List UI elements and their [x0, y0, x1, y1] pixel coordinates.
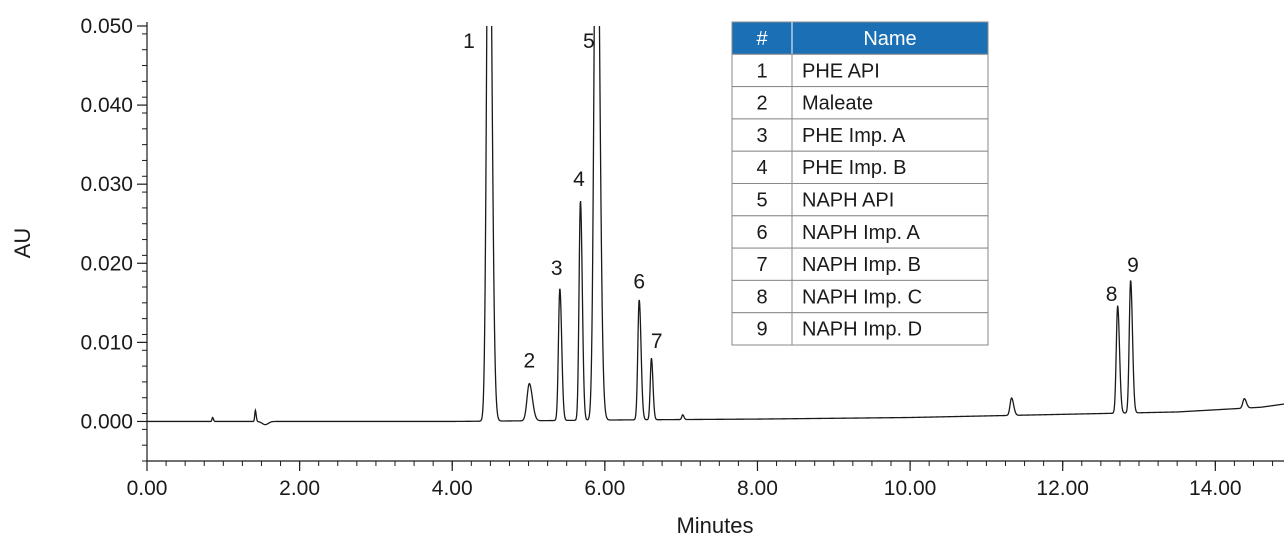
y-tick-label: 0.000: [80, 410, 133, 433]
x-tick-label: 14.00: [1189, 477, 1242, 500]
table-row-num: 9: [756, 319, 767, 341]
table-row-num: 1: [756, 60, 767, 82]
x-tick-label: 10.00: [884, 477, 937, 500]
x-tick-label: 8.00: [737, 477, 778, 500]
table-row-num: 5: [756, 190, 767, 212]
table-row-name: Maleate: [802, 93, 873, 115]
table-cell-name: [791, 312, 989, 346]
y-axis-title: AU: [10, 228, 35, 259]
table-row-num: 7: [756, 254, 767, 276]
table-row-name: NAPH Imp. B: [802, 254, 921, 276]
table-cell-num: [731, 150, 793, 184]
peak-label: 6: [633, 271, 645, 294]
y-tick-label: 0.010: [80, 331, 133, 354]
table-cell-num: [731, 53, 793, 88]
table-header-name: Name: [863, 28, 916, 50]
table-row-name: PHE Imp. A: [802, 125, 906, 147]
peak-label: 7: [651, 330, 663, 353]
peak-label: 3: [551, 257, 563, 280]
axes: 0.000 0.010 0.020 0.030 0.040 0.050 0.00 2.00 4.…: [80, 15, 1284, 500]
peak-label: 8: [1106, 283, 1118, 306]
chromatogram-trace: [147, 26, 1284, 426]
table-cell-num: [731, 215, 793, 249]
y-tick-label: 0.020: [80, 252, 133, 275]
peak-label: 4: [573, 168, 585, 191]
table-row-name: NAPH Imp. C: [802, 286, 922, 308]
trace-layer: [147, 26, 1284, 426]
y-tick-label: 0.050: [80, 15, 133, 38]
peak-label: 2: [523, 350, 535, 373]
table-cell-name: [791, 150, 989, 184]
y-tick-label: 0.030: [80, 173, 133, 196]
table-header-bg: [731, 21, 989, 55]
peak-label: 9: [1127, 254, 1139, 277]
x-tick-label: 6.00: [584, 477, 625, 500]
table-cell-num: [731, 86, 793, 120]
table-header-num: #: [756, 28, 768, 50]
x-tick-label: 4.00: [432, 477, 473, 500]
x-tick-label: 12.00: [1036, 477, 1089, 500]
peak-label: 1: [463, 30, 475, 53]
peak-label: 5: [583, 30, 595, 53]
x-tick-label: 2.00: [279, 477, 320, 500]
table-cell-num: [731, 118, 793, 152]
table-cell-name: [791, 86, 989, 120]
x-tick-label: 0.00: [127, 477, 168, 500]
table-row-name: NAPH API: [802, 190, 894, 212]
table-row-num: 6: [756, 222, 767, 244]
table-row-name: NAPH Imp. A: [802, 222, 920, 244]
table-row-num: 8: [756, 286, 767, 308]
peak-legend-table: # Name 1 PHE API 2 Maleate 3 PHE Imp. A 4 PHE Imp…: [731, 21, 989, 346]
table-cell-num: [731, 183, 793, 217]
y-tick-label: 0.040: [80, 94, 133, 117]
table-cell-name: [791, 53, 989, 88]
table-cell-num: [731, 247, 793, 281]
table-row-num: 3: [756, 125, 767, 147]
table-row-name: NAPH Imp. D: [802, 319, 922, 341]
table-row-num: 2: [756, 93, 767, 115]
table-cell-name: [791, 247, 989, 281]
table-row-num: 4: [756, 157, 767, 179]
table-cell-name: [791, 118, 989, 152]
table-row-name: PHE Imp. B: [802, 157, 906, 179]
table-row-name: PHE API: [802, 60, 880, 82]
table-cell-name: [791, 279, 989, 314]
x-axis-title: Minutes: [676, 513, 753, 538]
table-cell-name: [791, 215, 989, 249]
